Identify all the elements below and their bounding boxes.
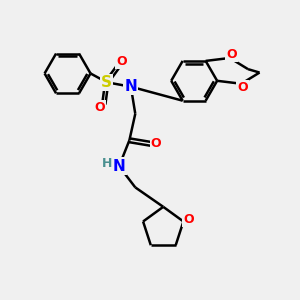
Text: O: O xyxy=(237,81,248,94)
Text: H: H xyxy=(101,157,112,170)
Text: O: O xyxy=(226,48,237,61)
Text: O: O xyxy=(183,213,194,226)
Text: O: O xyxy=(94,101,105,114)
Text: N: N xyxy=(124,79,137,94)
Text: O: O xyxy=(116,55,127,68)
Text: N: N xyxy=(113,159,125,174)
Text: O: O xyxy=(151,137,161,150)
Text: S: S xyxy=(101,75,112,90)
